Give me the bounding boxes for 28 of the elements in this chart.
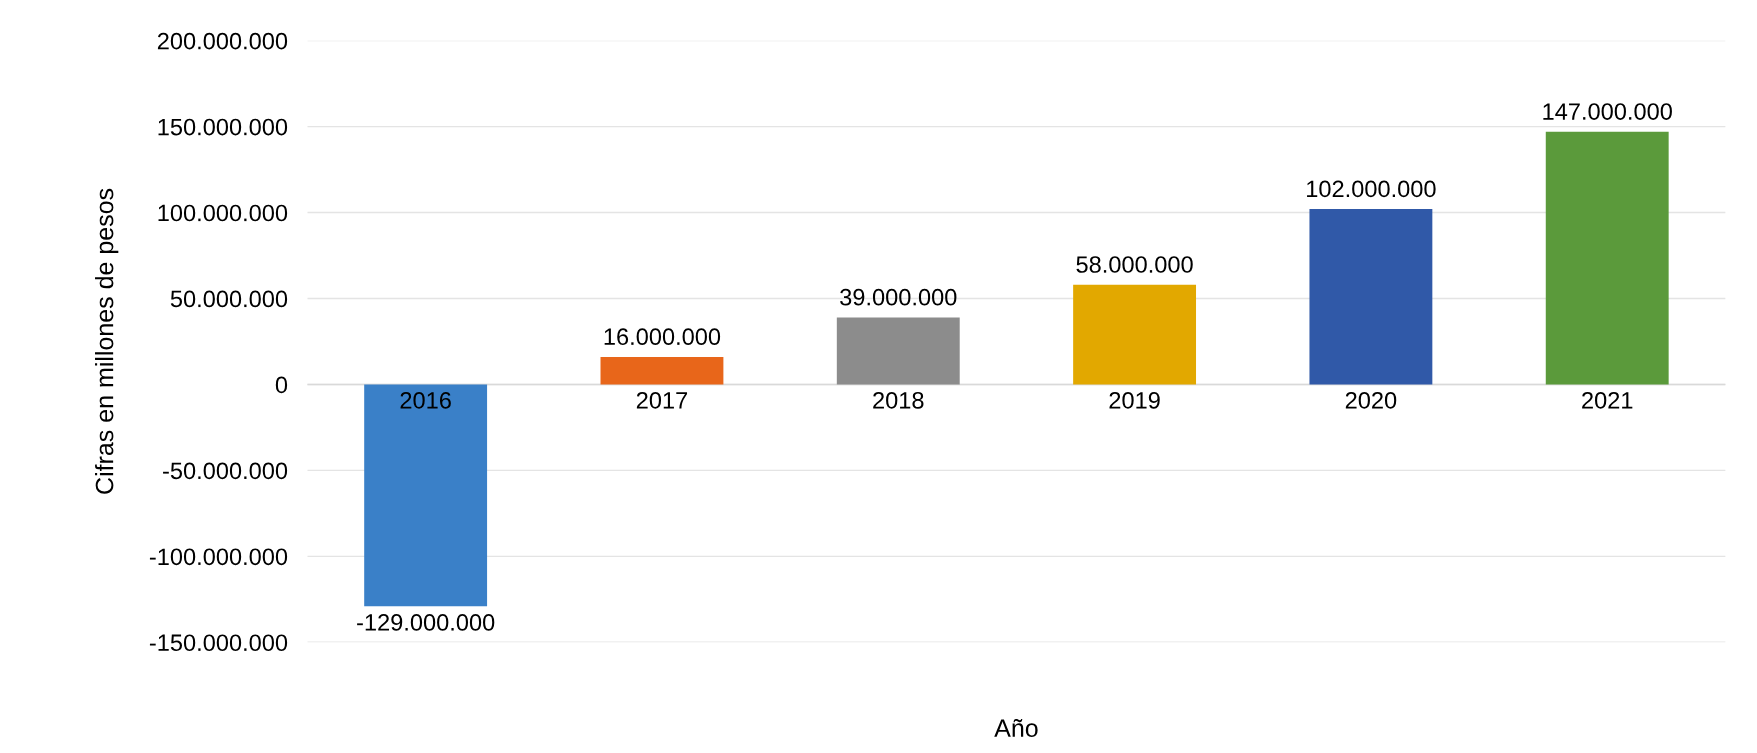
y-axis-title: Cifras en millones de pesos [95, 188, 119, 494]
y-tick-label: -100.000.000 [149, 548, 288, 566]
y-tick-label: 200.000.000 [157, 32, 288, 50]
data-label: 102.000.000 [1307, 180, 1436, 198]
y-tick-label: -150.000.000 [149, 634, 288, 652]
y-tick-label: -50.000.000 [163, 462, 288, 480]
y-tick-label: 50.000.000 [170, 290, 288, 308]
bar [1309, 209, 1433, 385]
bar [600, 356, 724, 385]
x-tick-label: 2017 [636, 391, 688, 409]
data-label: 147.000.000 [1543, 103, 1672, 120]
data-label: 16.000.000 [604, 328, 721, 346]
x-axis-title: Año [994, 718, 1038, 738]
y-tick-label: 150.000.000 [158, 118, 288, 136]
x-tick-label: 2021 [1582, 391, 1633, 409]
y-tick-label: 100.000.000 [158, 204, 288, 222]
x-tick-label: 2019 [1109, 391, 1160, 409]
y-tick-label: 0 [275, 376, 288, 394]
x-tick-label: 2018 [873, 391, 924, 409]
x-tick-label: 2020 [1345, 391, 1397, 409]
bar [364, 384, 488, 607]
data-label: 39.000.000 [840, 288, 957, 306]
bar [1545, 131, 1669, 385]
x-tick-label: 2016 [400, 391, 451, 409]
bar [836, 317, 960, 385]
data-label: 58.000.000 [1076, 256, 1193, 273]
data-label: -129.000.000 [357, 614, 495, 631]
bar [1073, 284, 1197, 385]
